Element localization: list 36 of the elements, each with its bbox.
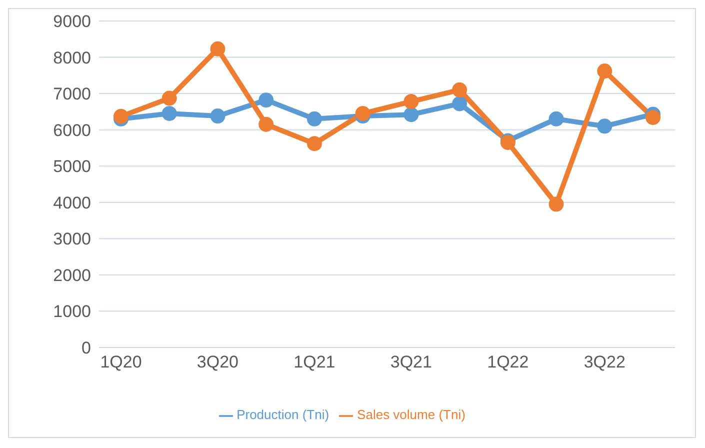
- point: [597, 118, 612, 134]
- y-tick-label: 2000: [53, 266, 91, 285]
- legend-label: Sales volume (Tni): [357, 407, 466, 422]
- point: [306, 111, 322, 126]
- y-tick-label: 6000: [53, 120, 91, 140]
- point: [162, 106, 177, 121]
- y-tick-label: 5000: [53, 157, 91, 176]
- point: [355, 106, 370, 121]
- y-tick-label: 3000: [53, 230, 91, 249]
- y-tick-label: 8000: [53, 48, 91, 68]
- point: [162, 90, 177, 106]
- y-tick-label: 0: [82, 338, 91, 358]
- point: [306, 136, 322, 152]
- point: [210, 108, 226, 124]
- y-tick-label: 9000: [53, 12, 91, 32]
- point: [452, 96, 468, 112]
- x-tick-label: 1Q22: [487, 352, 529, 372]
- x-tick-label: 1Q20: [100, 352, 142, 372]
- point: [404, 94, 419, 110]
- legend-label: Production (Tni): [236, 407, 330, 422]
- y-tick-label: 1000: [53, 302, 91, 322]
- point: [404, 107, 419, 122]
- y-tick-label: 7000: [53, 84, 91, 104]
- x-tick-label: 3Q22: [584, 352, 626, 372]
- point: [548, 196, 564, 212]
- point: [646, 110, 660, 125]
- x-tick-label: 3Q21: [390, 352, 432, 372]
- point: [597, 64, 612, 79]
- x-tick-label: 3Q20: [196, 352, 239, 372]
- point: [258, 116, 274, 132]
- y-tick-label: 4000: [53, 193, 91, 212]
- point: [452, 82, 468, 98]
- point: [548, 111, 564, 126]
- point: [210, 41, 226, 56]
- point: [258, 92, 274, 108]
- x-tick-label: 1Q21: [294, 352, 336, 372]
